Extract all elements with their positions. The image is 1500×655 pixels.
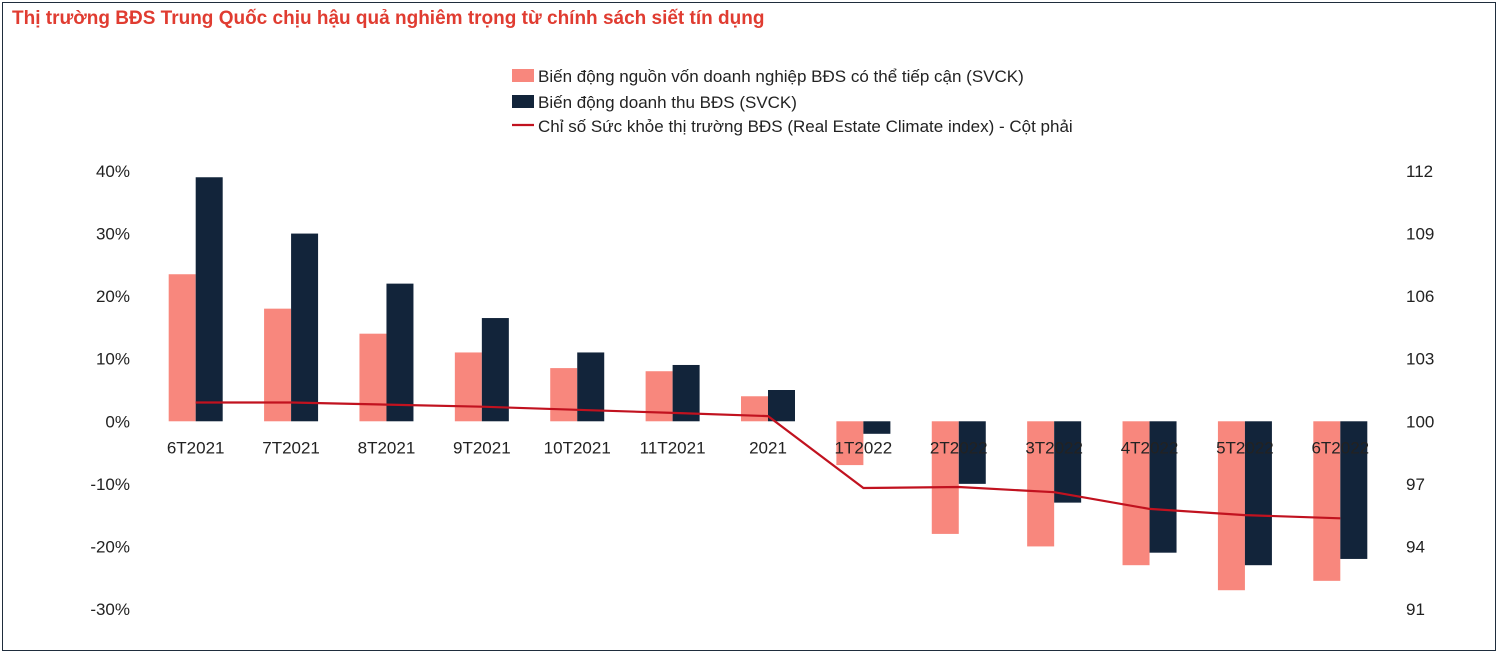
revenue-bar bbox=[768, 390, 795, 422]
left-axis-tick-label: -10% bbox=[90, 475, 130, 494]
legend-label-revenue: Biến động doanh thu BĐS (SVCK) bbox=[538, 93, 797, 112]
funding-bar bbox=[1217, 421, 1245, 591]
revenue-bar bbox=[1340, 421, 1368, 559]
left-axis-tick-label: 40% bbox=[96, 162, 130, 181]
climate-index-line bbox=[195, 401, 1341, 520]
revenue-bar bbox=[195, 177, 223, 422]
revenue-bar bbox=[291, 233, 319, 422]
category-label: 11T2021 bbox=[640, 438, 706, 457]
left-axis: 40% 30% 20% 10% 0% -10% -20% -30% bbox=[90, 162, 130, 619]
bars bbox=[168, 177, 1368, 591]
right-axis-tick-label: 109 bbox=[1406, 225, 1434, 244]
revenue-bar bbox=[481, 318, 509, 422]
revenue-bar bbox=[1054, 421, 1082, 503]
category-label: 10T2021 bbox=[544, 438, 611, 457]
funding-bar bbox=[1122, 421, 1150, 566]
chart-title: Thị trường BĐS Trung Quốc chịu hậu quả n… bbox=[12, 8, 765, 29]
category-label: 8T2021 bbox=[358, 438, 416, 457]
category-label: 9T2021 bbox=[453, 438, 511, 457]
category-label: 4T2022 bbox=[1121, 438, 1179, 457]
right-axis-tick-label: 91 bbox=[1406, 600, 1425, 619]
category-label: 7T2021 bbox=[262, 438, 320, 457]
category-label: 5T2022 bbox=[1216, 438, 1274, 457]
right-axis-tick-label: 103 bbox=[1406, 350, 1434, 369]
revenue-bar bbox=[672, 364, 700, 422]
funding-bar bbox=[168, 274, 196, 422]
revenue-bar bbox=[958, 421, 986, 484]
left-axis-tick-label: 30% bbox=[96, 225, 130, 244]
right-axis-tick-label: 97 bbox=[1406, 475, 1425, 494]
category-labels: 6T2021 7T2021 8T2021 9T2021 10T2021 11T2021 20… bbox=[167, 438, 1369, 457]
left-axis-tick-label: -20% bbox=[90, 537, 130, 556]
funding-bar bbox=[741, 396, 768, 422]
left-axis-tick-label: 10% bbox=[96, 350, 130, 369]
right-axis: 112 109 106 103 100 97 94 91 bbox=[1406, 162, 1434, 619]
right-axis-tick-label: 100 bbox=[1406, 412, 1434, 431]
legend-label-funding: Biến động nguồn vốn doanh nghiệp BĐS có … bbox=[538, 67, 1024, 86]
category-label: 2T2022 bbox=[930, 438, 988, 457]
left-axis-tick-label: 20% bbox=[96, 287, 130, 306]
funding-bar bbox=[550, 368, 578, 422]
legend-swatch-revenue bbox=[512, 95, 534, 108]
category-label: 6T2022 bbox=[1311, 438, 1369, 457]
category-label: 2021 bbox=[749, 438, 787, 457]
funding-bar bbox=[1313, 421, 1341, 581]
revenue-bar bbox=[1149, 421, 1177, 553]
category-label: 6T2021 bbox=[167, 438, 225, 457]
right-axis-tick-label: 112 bbox=[1406, 162, 1433, 181]
funding-bar bbox=[264, 308, 292, 422]
legend: Biến động nguồn vốn doanh nghiệp BĐS có … bbox=[512, 67, 1073, 136]
funding-bar bbox=[836, 421, 864, 466]
revenue-bar bbox=[386, 283, 414, 422]
category-label: 1T2022 bbox=[835, 438, 893, 457]
funding-bar bbox=[931, 421, 959, 534]
right-axis-tick-label: 106 bbox=[1406, 287, 1434, 306]
revenue-bar bbox=[863, 421, 891, 434]
category-label: 3T2022 bbox=[1025, 438, 1083, 457]
climate-index-polyline bbox=[195, 401, 1341, 520]
left-axis-tick-label: 0% bbox=[105, 412, 130, 431]
revenue-bar bbox=[1244, 421, 1272, 566]
legend-swatch-funding bbox=[512, 69, 534, 82]
right-axis-tick-label: 94 bbox=[1406, 537, 1425, 556]
funding-bar bbox=[1027, 421, 1055, 547]
legend-label-index: Chỉ số Sức khỏe thị trường BĐS (Real Est… bbox=[538, 117, 1073, 136]
funding-bar bbox=[359, 333, 387, 422]
funding-bar bbox=[454, 352, 482, 422]
left-axis-tick-label: -30% bbox=[90, 600, 130, 619]
